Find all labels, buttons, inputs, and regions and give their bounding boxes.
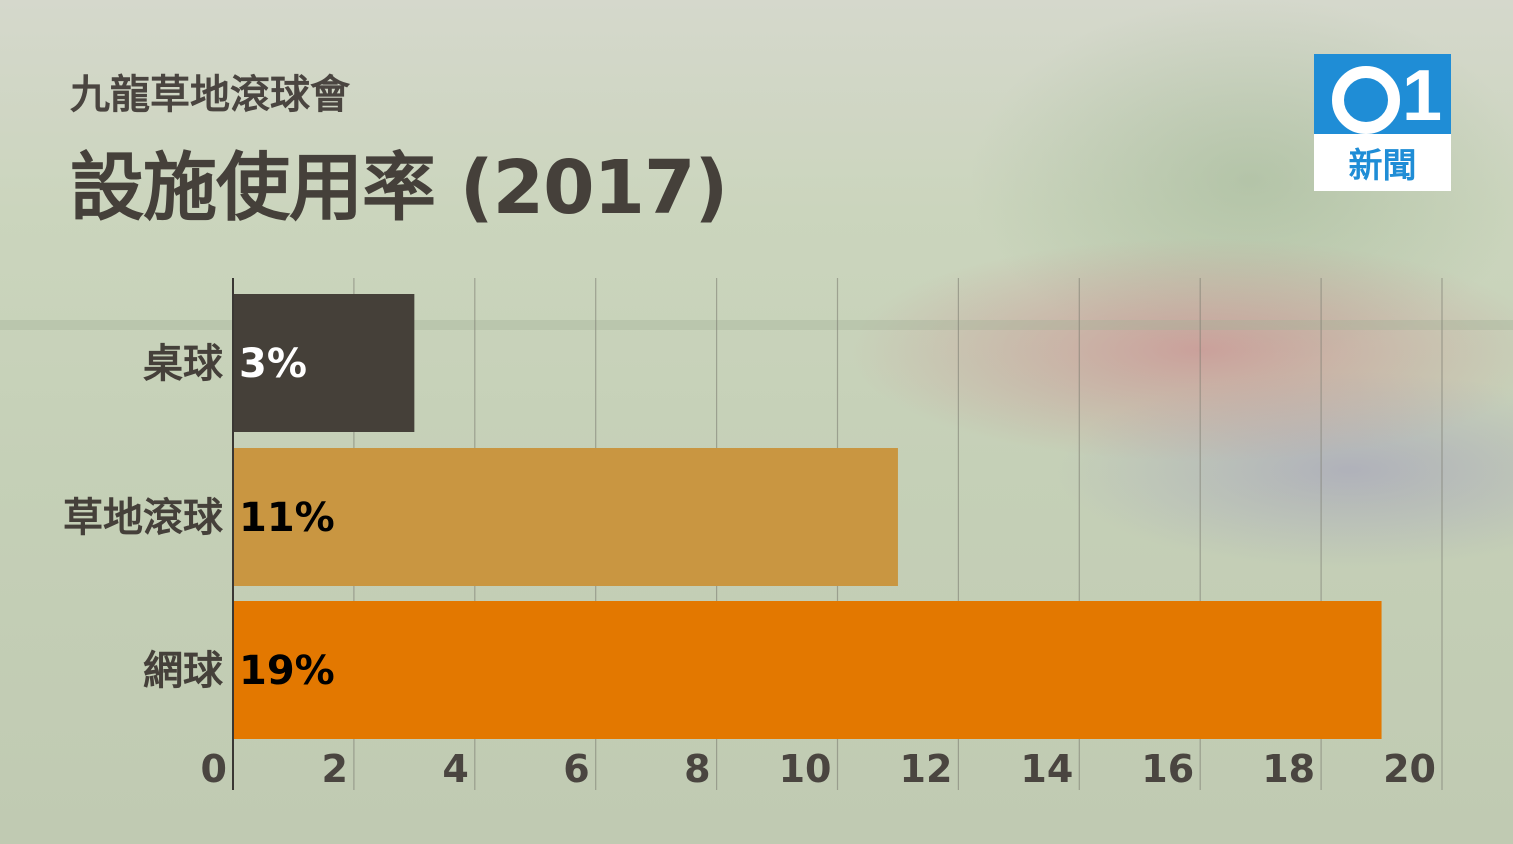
category-label: 網球 bbox=[143, 648, 224, 694]
bar-value-label: 19% bbox=[239, 648, 335, 694]
x-tick-label: 4 bbox=[442, 747, 468, 791]
bar-value-label: 3% bbox=[239, 341, 307, 387]
category-label: 草地滾球 bbox=[63, 495, 224, 541]
x-tick-label: 2 bbox=[321, 747, 347, 791]
x-tick-label: 6 bbox=[563, 747, 589, 791]
x-tick-label: 0 bbox=[201, 747, 227, 791]
bar-value-label: 11% bbox=[239, 495, 335, 541]
bar bbox=[234, 601, 1382, 739]
x-tick-label: 20 bbox=[1383, 747, 1436, 791]
x-tick-label: 10 bbox=[779, 747, 832, 791]
x-tick-label: 12 bbox=[900, 747, 953, 791]
x-tick-label: 16 bbox=[1141, 747, 1194, 791]
category-label: 桌球 bbox=[143, 341, 224, 387]
x-tick-label: 14 bbox=[1020, 747, 1073, 791]
x-tick-label: 8 bbox=[684, 747, 710, 791]
x-tick-label: 18 bbox=[1262, 747, 1315, 791]
bars: 3% 11% 19% bbox=[234, 294, 1382, 739]
